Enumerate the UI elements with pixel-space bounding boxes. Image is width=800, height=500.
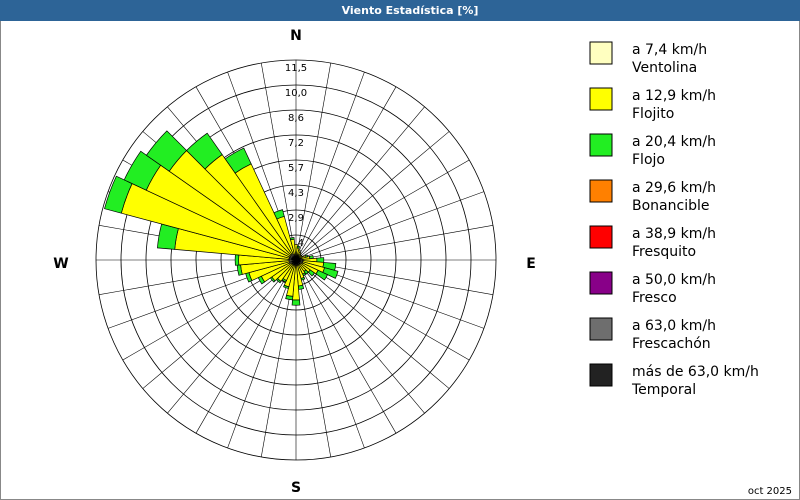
compass-label: N — [290, 28, 302, 44]
ring-label: 5,7 — [288, 163, 304, 174]
chart-title: Viento Estadística [%] — [342, 4, 479, 17]
wind-bar — [283, 284, 290, 289]
legend-swatch — [589, 87, 613, 111]
legend-label: a 63,0 km/h — [632, 318, 716, 334]
wind-bar — [297, 284, 305, 290]
legend-class: Temporal — [631, 382, 696, 398]
legend-label: a 38,9 km/h — [632, 226, 716, 242]
spoke — [260, 62, 297, 261]
legend-label: a 12,9 km/h — [632, 88, 716, 104]
wind-bar — [296, 245, 301, 249]
title-bar — [0, 0, 800, 21]
legend-class: Flojo — [632, 152, 665, 168]
legend-label: a 7,4 km/h — [632, 42, 707, 58]
ring-label: 11,5 — [285, 63, 307, 74]
wind-bar — [224, 147, 252, 174]
legend-swatch — [589, 363, 613, 387]
wind-bar — [186, 132, 223, 170]
ring-label: 2,9 — [288, 213, 304, 224]
wind-bar — [285, 294, 294, 301]
spoke — [295, 159, 470, 261]
spoke — [195, 259, 297, 434]
spoke — [295, 259, 332, 458]
legend-class: Frescachón — [632, 336, 711, 352]
wind-bar — [104, 175, 133, 214]
legend-label: más de 63,0 km/h — [632, 364, 759, 380]
spoke — [142, 259, 297, 389]
wind-bar — [297, 251, 302, 257]
ring-label: 7,2 — [288, 138, 304, 149]
wind-bar — [289, 237, 295, 241]
legend-swatch — [589, 271, 613, 295]
spoke — [295, 191, 485, 261]
ring-label: 1,4 — [288, 238, 304, 249]
wind-bar — [315, 269, 328, 281]
compass-label: E — [526, 256, 536, 272]
spoke — [227, 259, 297, 449]
compass-label: S — [291, 480, 301, 496]
spoke — [295, 224, 494, 261]
legend-class: Fresquito — [632, 244, 696, 260]
wind-bar — [273, 209, 285, 220]
spoke — [295, 86, 397, 261]
spoke — [295, 259, 450, 389]
ring-label: 8,6 — [288, 113, 304, 124]
legend-class: Flojito — [632, 106, 674, 122]
legend-swatch — [589, 317, 613, 341]
legend-label: a 29,6 km/h — [632, 180, 716, 196]
legend-label: a 50,0 km/h — [632, 272, 716, 288]
legend-swatch — [589, 41, 613, 65]
spoke — [295, 62, 332, 261]
wind-bar — [123, 150, 162, 191]
spoke — [295, 131, 450, 261]
legend-label: a 20,4 km/h — [632, 134, 716, 150]
spoke — [295, 259, 425, 414]
wind-bar — [296, 249, 301, 256]
ring-label: 10,0 — [285, 88, 307, 99]
wind-bar — [145, 130, 188, 172]
wind-bar — [307, 269, 316, 277]
spoke — [295, 106, 425, 261]
footer: oct 2025 — [748, 486, 792, 497]
wind-bar — [291, 299, 301, 306]
wind-bar — [234, 254, 240, 266]
legend-class: Bonancible — [632, 198, 709, 214]
legend-class: Fresco — [632, 290, 677, 306]
spoke — [295, 259, 365, 449]
legend-swatch — [589, 225, 613, 249]
ring-label: 4,3 — [288, 188, 304, 199]
spoke — [295, 259, 397, 434]
compass-label: W — [53, 256, 68, 272]
legend-class: Ventolina — [632, 60, 697, 76]
wind-bar — [322, 267, 339, 279]
legend-swatch — [589, 179, 613, 203]
spoke — [295, 71, 365, 261]
legend-swatch — [589, 133, 613, 157]
spoke — [167, 259, 297, 414]
